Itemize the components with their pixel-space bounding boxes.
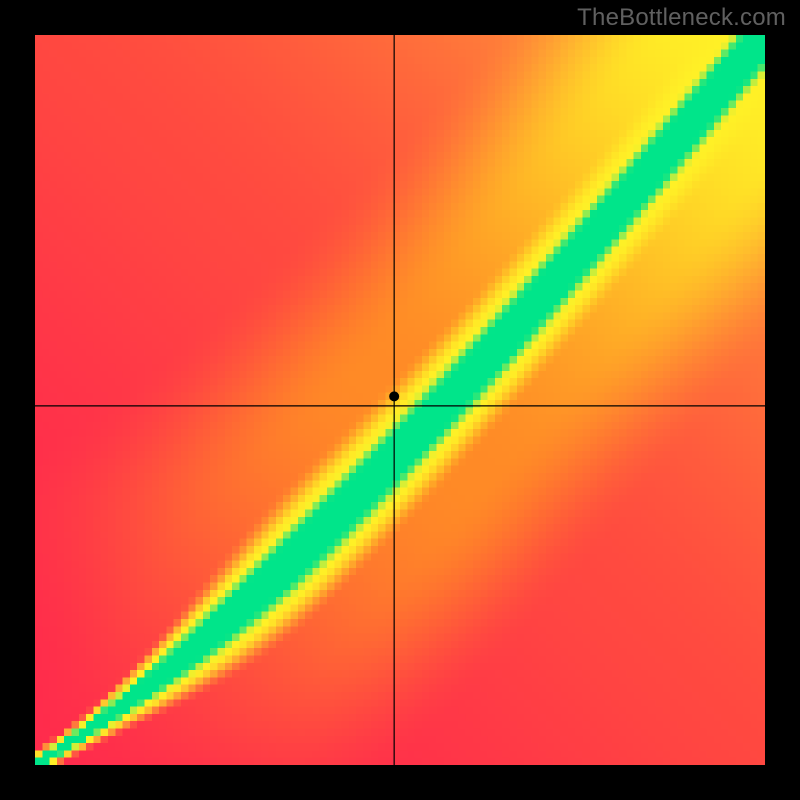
bottleneck-heatmap: [35, 35, 765, 765]
chart-container: TheBottleneck.com: [0, 0, 800, 800]
watermark-text: TheBottleneck.com: [577, 4, 786, 32]
